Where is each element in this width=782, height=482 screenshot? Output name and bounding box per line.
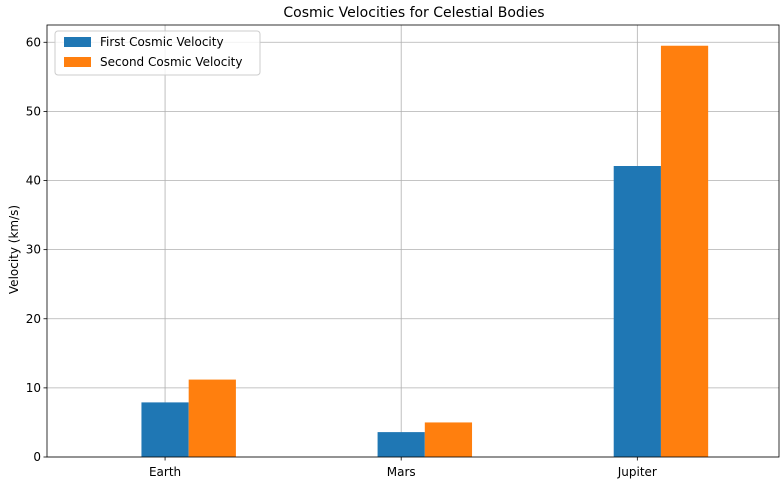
bar-first-cosmic-velocity-mars	[377, 432, 425, 457]
axes	[46, 24, 780, 458]
y-tick-label: 0	[33, 450, 41, 464]
legend-label: Second Cosmic Velocity	[100, 55, 242, 69]
y-axis-label: Velocity (km/s)	[7, 205, 21, 294]
x-tick-label: Mars	[387, 465, 416, 479]
bar-second-cosmic-velocity-mars	[424, 422, 473, 457]
bar-second-cosmic-velocity-jupiter	[660, 45, 709, 458]
legend-box	[54, 30, 261, 76]
y-tick-label: 30	[26, 243, 41, 257]
y-tick-label: 10	[26, 381, 41, 395]
x-tick-label: Jupiter	[617, 465, 657, 479]
y-tick-label: 60	[26, 35, 41, 49]
bar-first-cosmic-velocity-jupiter	[613, 166, 661, 457]
legend-swatch	[64, 57, 91, 67]
x-tick-label: Earth	[149, 465, 181, 479]
chart-title: Cosmic Velocities for Celestial Bodies	[283, 5, 544, 21]
plot-frame	[46, 24, 780, 458]
legend-label: First Cosmic Velocity	[100, 35, 224, 49]
tick-labels: 0 10 20 30 40 50 60 Earth Mars Jupiter	[26, 35, 657, 479]
bar-first-cosmic-velocity-earth	[141, 402, 189, 457]
y-tick-label: 20	[26, 312, 41, 326]
legend: First Cosmic Velocity Second Cosmic Veloc…	[54, 30, 261, 76]
bars	[141, 45, 709, 458]
legend-swatch	[64, 37, 91, 47]
y-tick-label: 40	[26, 174, 41, 188]
y-tick-label: 50	[26, 104, 41, 118]
bar-second-cosmic-velocity-earth	[188, 379, 236, 457]
